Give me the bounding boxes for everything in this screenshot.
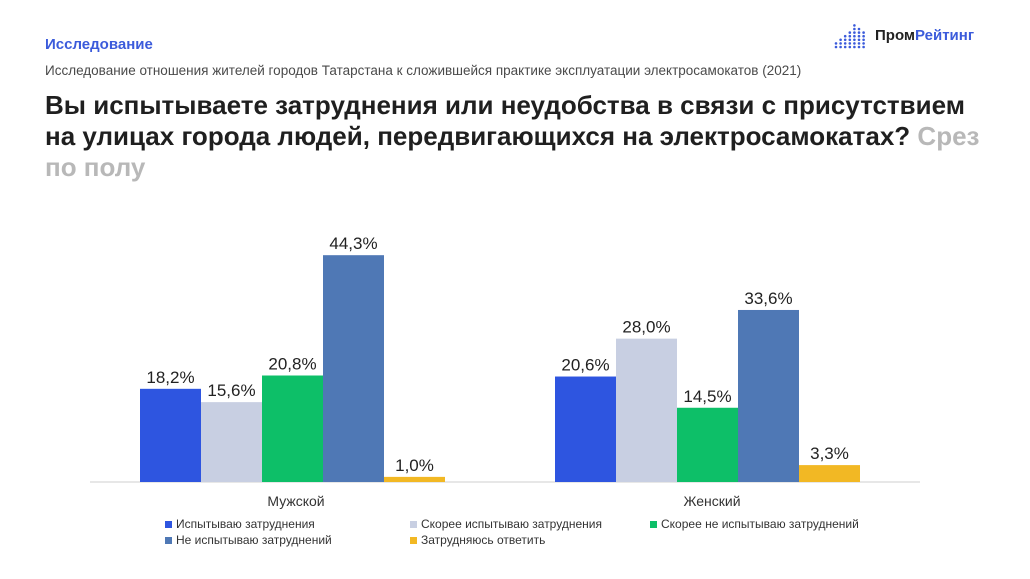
- logo-dot: [843, 42, 847, 45]
- logo-dot: [848, 42, 852, 45]
- logo-dot: [853, 38, 856, 42]
- logo-dot: [853, 34, 856, 38]
- logo-dot: [857, 27, 861, 31]
- bar-chart: 18,2% 15,6% 20,8% 44,3% 1,0% Мужской 20,6% 28,0…: [90, 234, 920, 509]
- logo-dot: [839, 38, 842, 42]
- logo-dot: [857, 31, 861, 34]
- logo-text-accent: Рейтинг: [915, 26, 975, 44]
- logo-dot: [848, 34, 852, 38]
- legend-label: Скорее испытываю затруднения: [421, 517, 602, 531]
- logo-dot: [862, 38, 865, 42]
- legend-item: Скорее испытываю затруднения: [410, 517, 602, 531]
- legend-item: Не испытываю затруднений: [165, 533, 332, 547]
- legend-swatch: [165, 520, 172, 528]
- data-label: 20,6%: [561, 356, 609, 375]
- logo-dot: [862, 42, 865, 45]
- legend-label: Испытываю затруднения: [176, 517, 315, 531]
- logo-dot: [853, 27, 856, 31]
- logo-dot: [848, 31, 852, 34]
- logo-dot: [834, 42, 838, 45]
- legend-label: Не испытываю затруднений: [176, 533, 332, 547]
- data-label: 14,5%: [683, 387, 731, 406]
- legend-swatch: [650, 520, 657, 528]
- legend-swatch: [165, 536, 172, 544]
- logo-dot: [853, 45, 856, 49]
- bar: [616, 338, 677, 482]
- legend-item: Скорее не испытываю затруднений: [650, 517, 859, 531]
- logo-dot: [862, 45, 865, 49]
- data-label: 3,3%: [810, 444, 849, 463]
- bar: [323, 255, 384, 482]
- bar: [555, 376, 616, 482]
- logo-dot: [862, 34, 865, 38]
- legend-item: Испытываю затруднения: [165, 517, 315, 531]
- bar: [799, 465, 860, 482]
- logo-dot: [843, 38, 847, 42]
- logo-dot: [839, 42, 842, 45]
- title-main: Вы испытываете затруднения или неудобств…: [45, 90, 965, 151]
- data-label: 18,2%: [146, 368, 194, 387]
- data-label: 44,3%: [329, 234, 377, 253]
- bar: [262, 375, 323, 482]
- bar: [140, 388, 201, 482]
- category-tick-label: Мужской: [267, 493, 324, 509]
- logo-dot: [862, 31, 865, 34]
- logo-text: ПромРейтинг: [875, 27, 974, 44]
- page-subtitle: Исследование отношения жителей городов Т…: [45, 63, 802, 78]
- logo-dot: [843, 45, 847, 49]
- data-label: 15,6%: [207, 381, 255, 400]
- legend-swatch: [410, 536, 417, 544]
- data-label: 20,8%: [268, 355, 316, 374]
- logo-dot: [853, 24, 856, 27]
- legend-label: Затрудняюсь ответить: [421, 533, 546, 547]
- bar: [384, 476, 445, 482]
- bar: [738, 309, 799, 482]
- bar: [677, 407, 738, 482]
- title-muted: Срез по полу: [45, 121, 980, 182]
- logo-text-dark: Пром: [875, 26, 916, 44]
- logo-dot: [848, 45, 852, 49]
- logo-dot: [857, 45, 861, 49]
- logo-dot: [848, 38, 852, 42]
- section-label: Исследование: [45, 36, 153, 53]
- legend-swatch: [410, 520, 417, 528]
- dot-bars-logo-icon: [834, 24, 865, 49]
- data-label: 1,0%: [395, 456, 434, 475]
- logo-dot: [834, 45, 838, 49]
- logo-dot: [839, 45, 842, 49]
- data-label: 33,6%: [744, 289, 792, 308]
- brand-logo: ПромРейтинг: [833, 20, 974, 50]
- data-label: 28,0%: [622, 318, 670, 337]
- logo-dot: [857, 34, 861, 38]
- legend-label: Скорее не испытываю затруднений: [661, 517, 859, 531]
- category-tick-label: Женский: [683, 493, 740, 509]
- legend-item: Затрудняюсь ответить: [410, 533, 545, 547]
- bar: [201, 402, 262, 482]
- logo-dot: [857, 38, 861, 42]
- logo-dot: [853, 42, 856, 45]
- page-title: Вы испытываете затруднения или неудобств…: [45, 90, 985, 183]
- logo-dot: [853, 31, 856, 34]
- logo-dot: [843, 34, 847, 38]
- logo-dot: [857, 42, 861, 45]
